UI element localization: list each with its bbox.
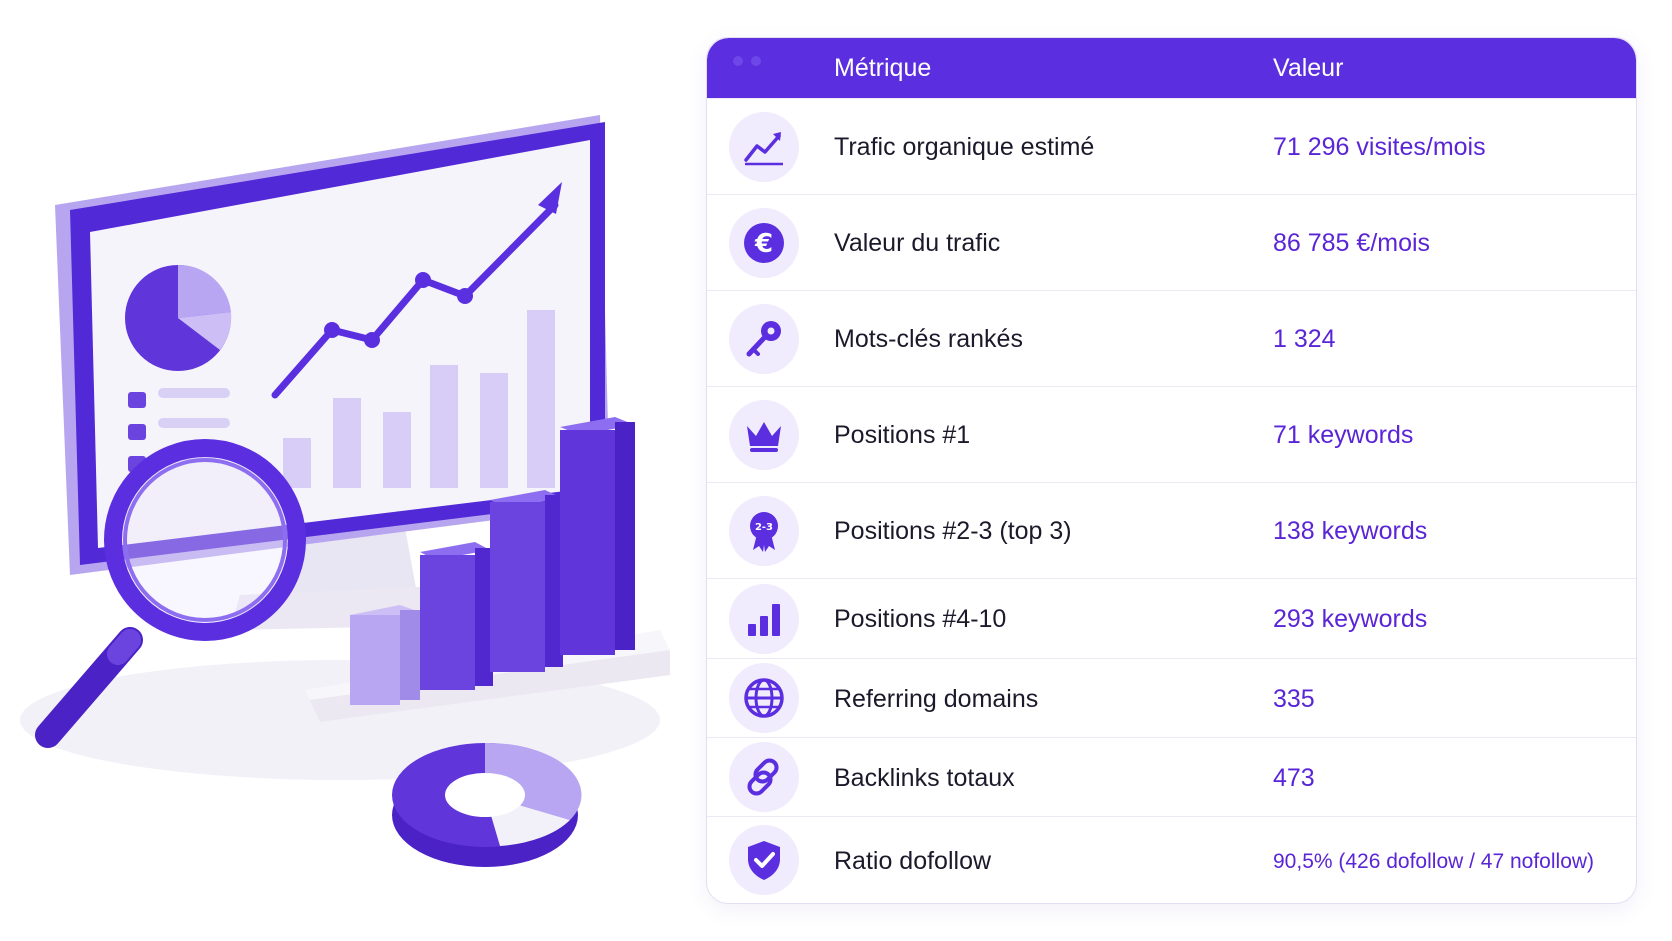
metric-label: Valeur du trafic: [834, 229, 1001, 257]
header-metric: Métrique: [834, 54, 932, 82]
metric-label: Positions #4-10: [834, 605, 1007, 633]
crown-icon: [729, 400, 799, 470]
table-row: Backlinks totaux 473: [707, 737, 1636, 816]
shield-check-icon: [729, 825, 799, 895]
globe-icon: [729, 663, 799, 733]
bar-chart-icon: [729, 584, 799, 654]
table-row: Mots-clés rankés 1 324: [707, 290, 1636, 386]
table-row: € Valeur du trafic 86 785 €/mois: [707, 194, 1636, 290]
pie-chart-icon: [125, 264, 232, 371]
analytics-illustration: [20, 115, 670, 867]
metric-label: Positions #1: [834, 421, 971, 449]
3d-bar-chart-icon: [350, 417, 635, 705]
table-row: Positions #1 71 keywords: [707, 386, 1636, 482]
award-ribbon-text: 2-3: [755, 522, 773, 533]
trend-up-icon: [729, 112, 799, 182]
metric-label: Trafic organique estimé: [834, 133, 1095, 161]
metric-value: 71 296 visites/mois: [1273, 133, 1486, 161]
table-row: Trafic organique estimé 71 296 visites/m…: [707, 98, 1636, 194]
window-dots: [733, 56, 761, 66]
table-row: 2-3 Positions #2-3 (top 3) 138 keywords: [707, 482, 1636, 578]
metric-label: Backlinks totaux: [834, 764, 1015, 792]
metric-value: 1 324: [1273, 325, 1336, 353]
table-header: Métrique Valeur: [707, 38, 1636, 98]
key-icon: [729, 304, 799, 374]
metric-label: Mots-clés rankés: [834, 325, 1023, 353]
metric-label: Positions #2-3 (top 3): [834, 517, 1072, 545]
metric-value: 86 785 €/mois: [1273, 229, 1431, 257]
table-row: Referring domains 335: [707, 658, 1636, 737]
magnifier-icon: [35, 439, 306, 748]
metric-value: 90,5% (426 dofollow / 47 nofollow): [1273, 850, 1595, 873]
metrics-table: Métrique Valeur Trafic organique estimé …: [706, 37, 1637, 904]
metric-label: Ratio dofollow: [834, 847, 992, 875]
euro-icon: €: [729, 208, 799, 278]
award-ribbon-icon: 2-3: [729, 496, 799, 566]
table-row: Ratio dofollow 90,5% (426 dofollow / 47 …: [707, 816, 1636, 903]
link-icon: [729, 742, 799, 812]
table-row: Positions #4-10 293 keywords: [707, 578, 1636, 658]
metric-value: 293 keywords: [1273, 605, 1428, 633]
metric-value: 473: [1273, 764, 1315, 792]
svg-text:€: €: [754, 229, 773, 259]
metric-value: 335: [1273, 685, 1315, 713]
metric-label: Referring domains: [834, 685, 1039, 713]
donut-chart-icon: [392, 742, 582, 867]
header-value: Valeur: [1273, 54, 1344, 82]
metric-value: 71 keywords: [1273, 421, 1414, 449]
metric-value: 138 keywords: [1273, 517, 1428, 545]
